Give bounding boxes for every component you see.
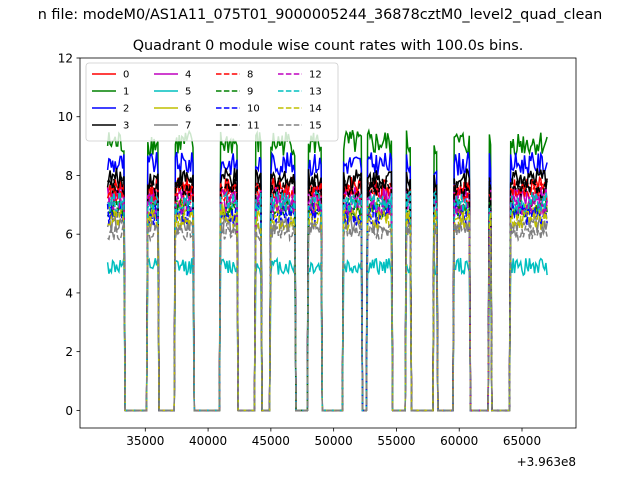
y-tick-label: 12 [58,52,73,66]
x-tick-label: 60000 [440,434,478,448]
y-tick-label: 2 [65,345,73,359]
legend-label: 1 [123,87,129,98]
x-tick-label: 35000 [126,434,164,448]
x-offset-label: +3.963e8 [517,455,576,469]
legend-label: 10 [247,104,260,115]
y-tick-label: 10 [58,110,73,124]
y-tick-label: 6 [65,228,73,242]
y-axis: 0 2 4 6 8 10 12 [58,52,80,418]
legend-label: 11 [247,121,260,132]
legend-label: 14 [309,104,322,115]
y-tick-label: 8 [65,169,73,183]
legend-label: 2 [123,104,129,115]
legend-label: 7 [185,121,191,132]
axes-title: Quadrant 0 module wise count rates with … [133,38,524,54]
legend-frame [85,62,339,142]
x-tick-label: 40000 [189,434,227,448]
y-tick-label: 0 [65,404,73,418]
figure-suptitle: n file: modeM0/AS1A11_075T01_9000005244_… [38,7,603,23]
x-tick-label: 55000 [377,434,415,448]
legend-label: 8 [247,70,253,81]
x-axis: 35000 40000 45000 50000 55000 60000 65000 [126,428,541,448]
legend-label: 4 [185,70,191,81]
axes-frame [79,57,577,429]
legend-label: 6 [185,104,191,115]
legend-label: 0 [123,70,129,81]
legend-label: 13 [309,87,322,98]
legend-label: 12 [309,70,322,81]
x-tick-label: 50000 [315,434,353,448]
legend-label: 15 [309,121,322,132]
series-line-15 [107,220,548,412]
legend-label: 5 [185,87,191,98]
legend-label: 3 [123,121,129,132]
x-tick-label: 65000 [503,434,541,448]
series-layer [106,128,548,412]
legend-label: 9 [247,87,253,98]
x-tick-label: 45000 [252,434,290,448]
y-tick-label: 4 [65,286,73,300]
